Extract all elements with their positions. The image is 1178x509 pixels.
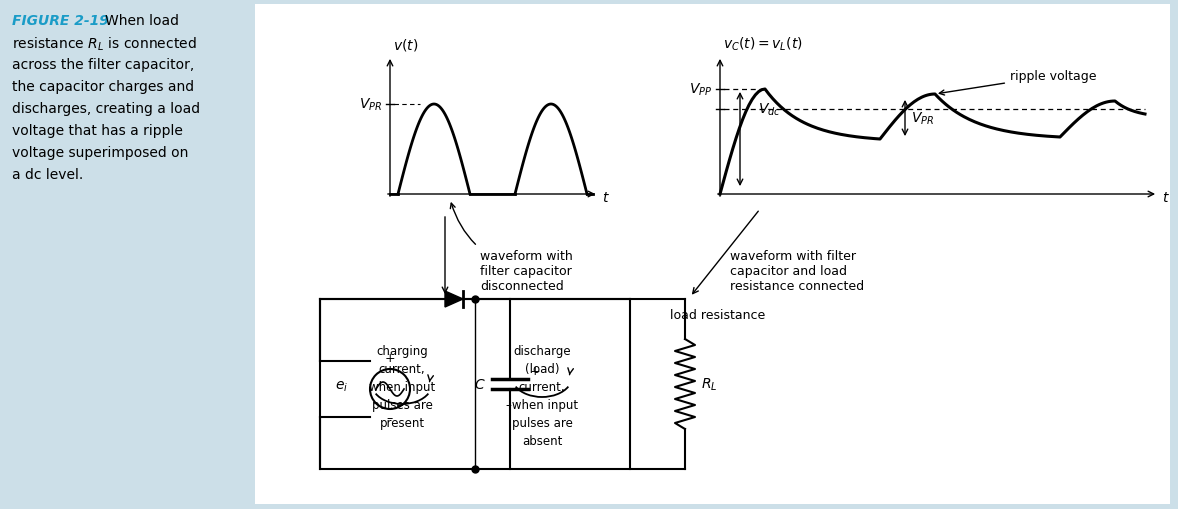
Text: the capacitor charges and: the capacitor charges and [12,80,194,94]
Text: charging
current,
when input
pulses are
present: charging current, when input pulses are … [369,344,435,429]
Text: –: – [386,411,393,424]
Text: load resistance: load resistance [670,308,766,321]
Text: $V_{PP}$: $V_{PP}$ [689,81,712,98]
Text: $V_{dc}$: $V_{dc}$ [757,102,781,118]
Text: waveform with filter
capacitor and load
resistance connected: waveform with filter capacitor and load … [730,249,865,293]
Text: a dc level.: a dc level. [12,167,84,182]
Text: +: + [530,364,541,377]
Text: FIGURE 2-19: FIGURE 2-19 [12,14,108,28]
Text: $t$: $t$ [602,191,610,205]
Bar [320,299,630,469]
Text: $v_C(t) = v_L(t)$: $v_C(t) = v_L(t)$ [723,36,802,53]
Text: $V_{PR}$: $V_{PR}$ [359,97,382,113]
Text: resistance $R_L$ is connected: resistance $R_L$ is connected [12,36,197,53]
Text: waveform with
filter capacitor
disconnected: waveform with filter capacitor disconnec… [450,204,573,293]
Text: $C$: $C$ [475,377,487,391]
FancyBboxPatch shape [254,5,1170,504]
Text: $t$: $t$ [1162,191,1170,205]
Text: When load: When load [105,14,179,28]
Text: +: + [385,351,396,364]
Text: voltage superimposed on: voltage superimposed on [12,146,188,160]
Text: $R_L$: $R_L$ [701,376,717,392]
Text: ripple voltage: ripple voltage [939,70,1097,96]
Text: voltage that has a ripple: voltage that has a ripple [12,124,183,138]
Text: across the filter capacitor,: across the filter capacitor, [12,58,194,72]
Text: discharges, creating a load: discharges, creating a load [12,102,200,116]
Polygon shape [445,292,463,307]
Text: $v(t)$: $v(t)$ [393,37,418,53]
Text: discharge
(load)
current,
–when input
pulses are
absent: discharge (load) current, –when input pu… [505,344,578,447]
Text: $V_{PR}$: $V_{PR}$ [911,110,934,127]
Text: $e_i$: $e_i$ [335,379,348,393]
